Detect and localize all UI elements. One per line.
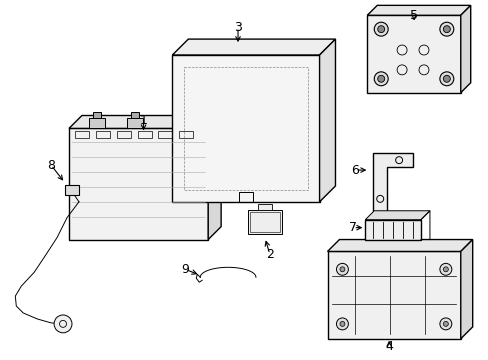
Text: 8: 8 [47,159,55,172]
Bar [247,210,281,234]
Text: 6: 6 [351,163,359,176]
Circle shape [373,72,387,86]
Polygon shape [69,116,221,129]
Bar [130,112,138,118]
Bar [93,112,101,118]
Bar [172,55,319,202]
Text: 4: 4 [385,340,392,353]
Circle shape [443,267,447,272]
Circle shape [443,321,447,327]
Polygon shape [319,39,335,202]
Circle shape [377,26,384,33]
Text: 7: 7 [348,221,357,234]
Polygon shape [365,211,429,220]
Bar [327,251,460,339]
Polygon shape [460,239,472,339]
Bar [117,131,130,138]
Polygon shape [460,5,470,93]
Text: 3: 3 [234,21,242,34]
Circle shape [339,321,344,327]
Bar [179,131,193,138]
Polygon shape [208,116,221,239]
Text: 1: 1 [140,114,147,127]
Circle shape [336,264,347,275]
Polygon shape [372,153,412,213]
Circle shape [54,315,72,333]
Bar [126,118,142,129]
Polygon shape [172,39,335,55]
Bar [249,212,279,231]
Circle shape [377,75,384,82]
Circle shape [443,26,449,33]
Bar [257,204,271,210]
Bar [366,15,460,93]
Bar [96,131,109,138]
Bar [158,131,172,138]
Text: 9: 9 [181,263,189,276]
Circle shape [439,72,453,86]
Circle shape [439,318,451,330]
Text: 5: 5 [409,9,417,22]
Bar [365,220,420,239]
Circle shape [439,22,453,36]
Circle shape [443,75,449,82]
Bar [89,118,104,129]
Circle shape [339,267,344,272]
Bar [184,67,307,190]
Bar [65,185,79,195]
Bar [137,131,151,138]
Circle shape [336,318,347,330]
Circle shape [373,22,387,36]
Bar [69,129,208,239]
Polygon shape [327,239,472,251]
Polygon shape [366,5,470,15]
Text: 2: 2 [265,248,273,261]
Circle shape [439,264,451,275]
Bar [75,131,89,138]
